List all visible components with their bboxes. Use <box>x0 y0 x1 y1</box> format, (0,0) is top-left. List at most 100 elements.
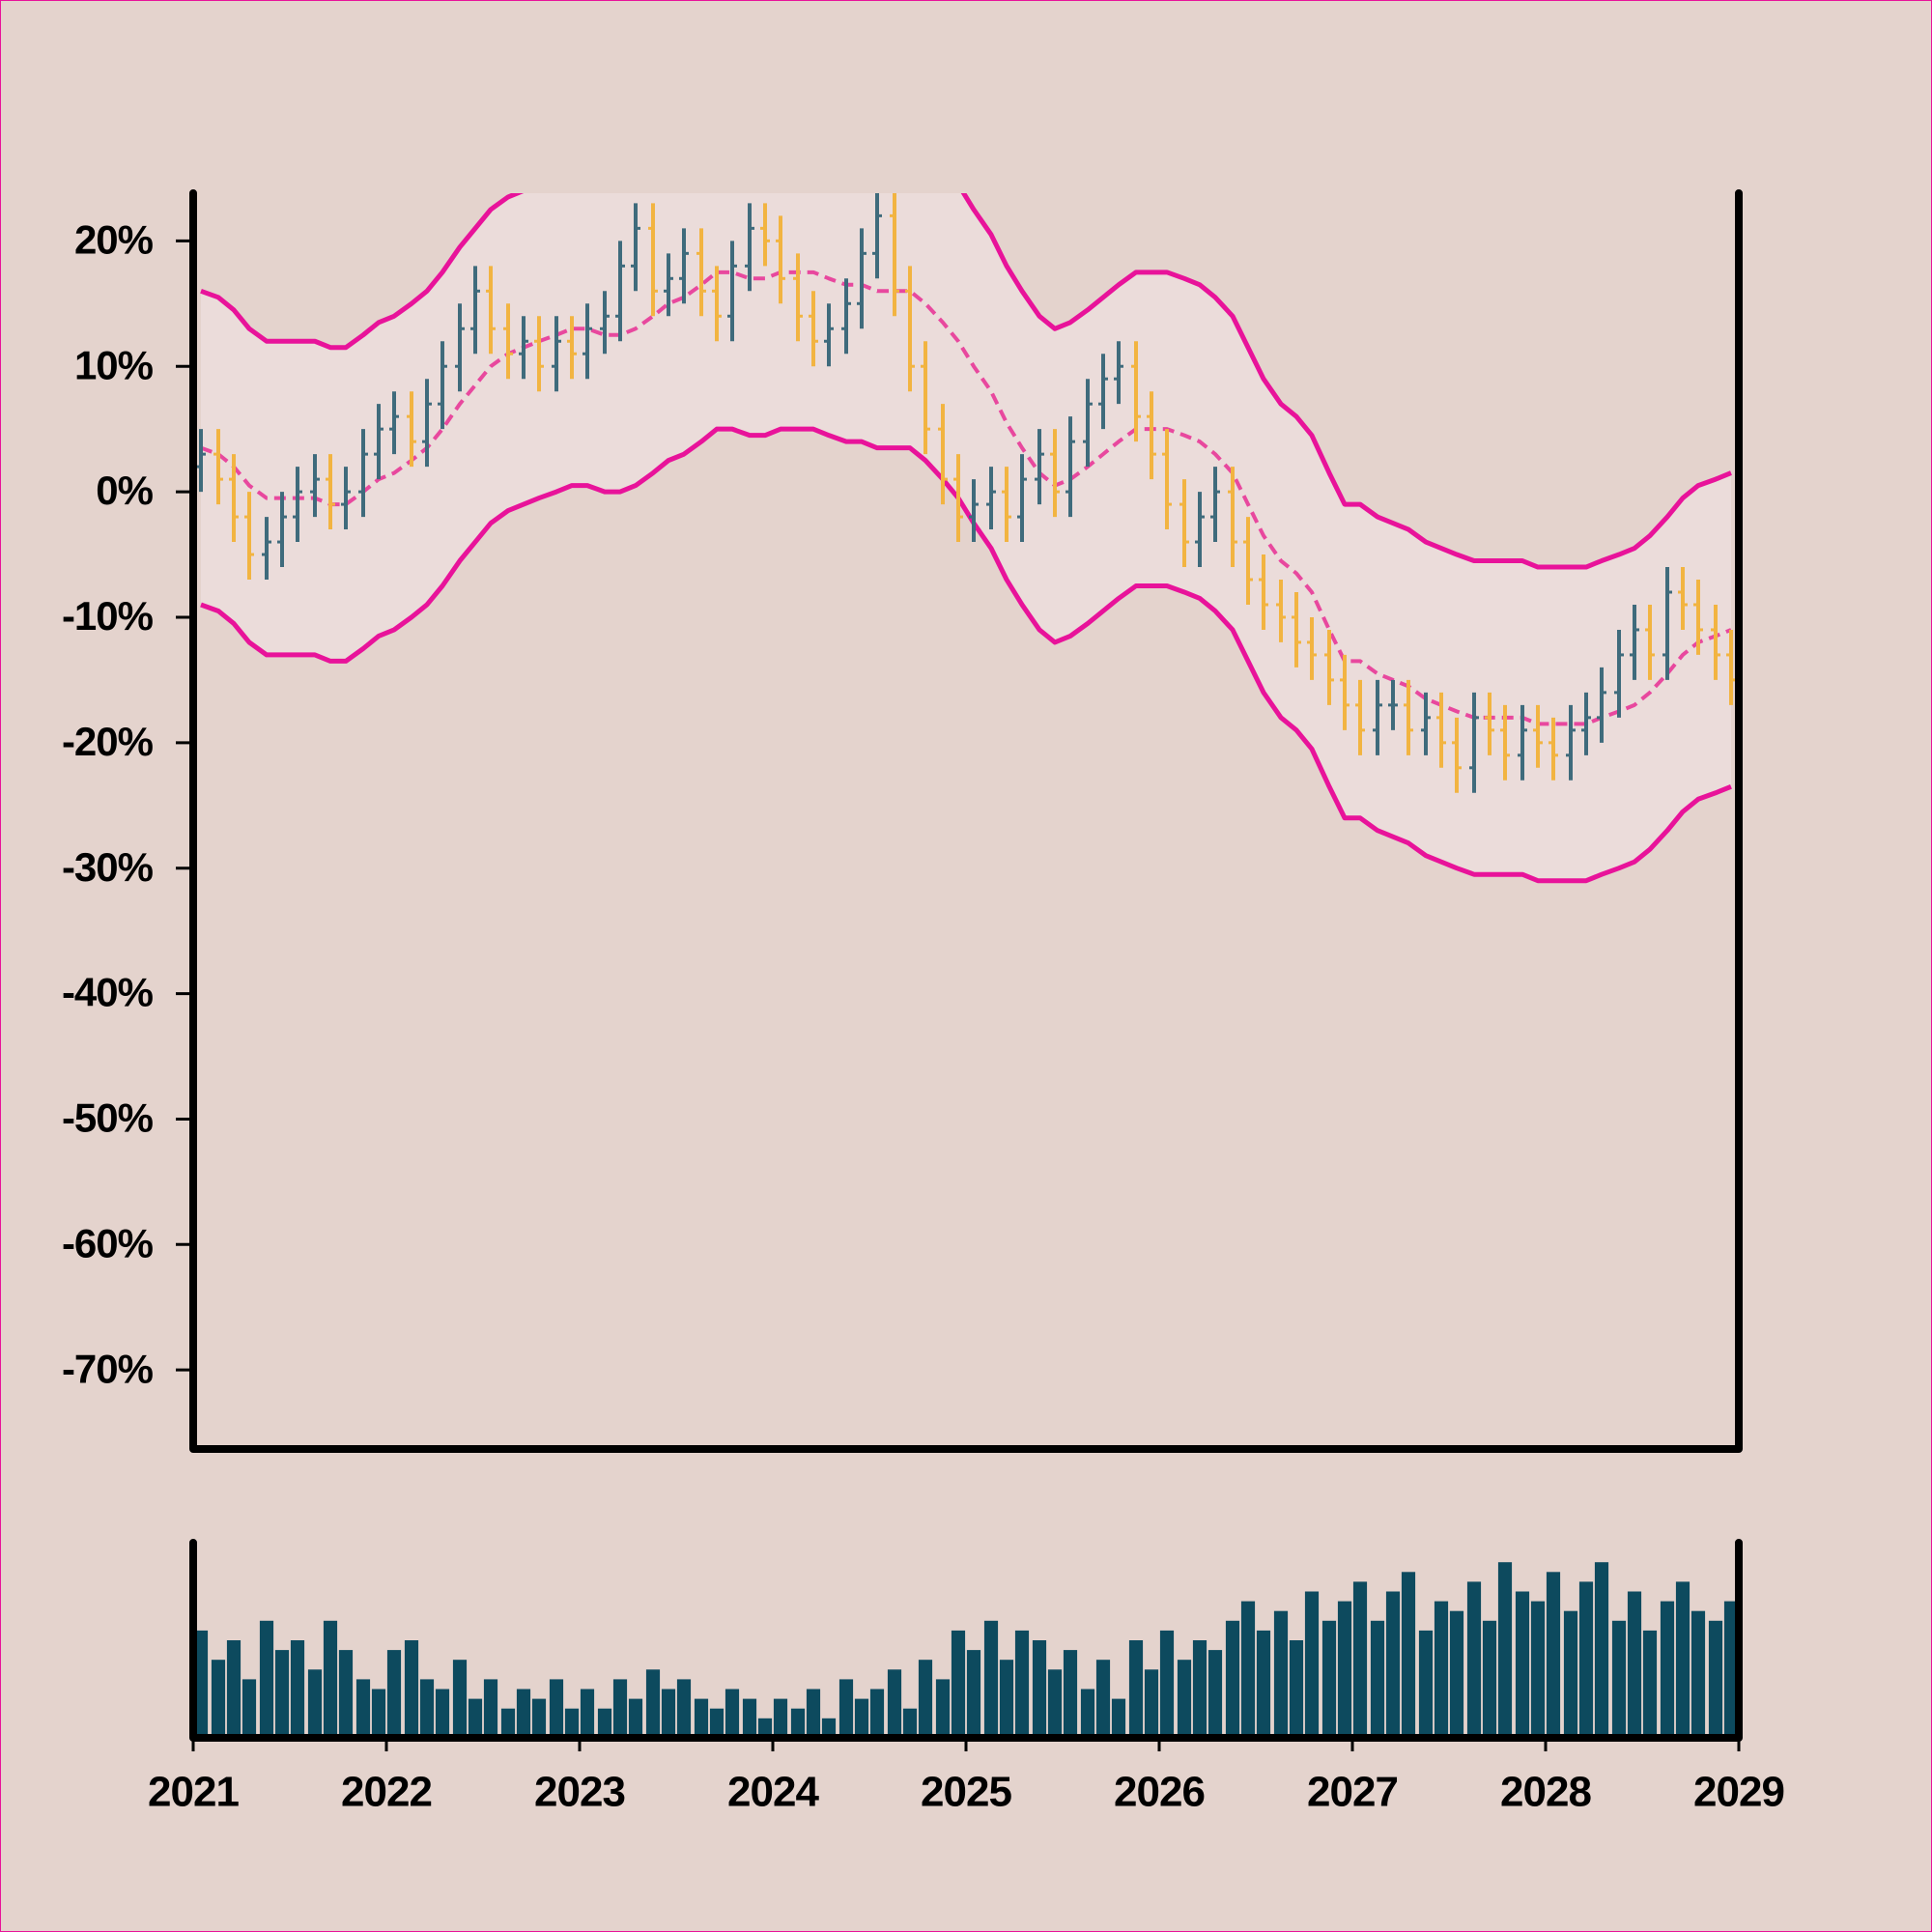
volume-bar <box>1063 1650 1078 1738</box>
volume-bar <box>724 1689 740 1738</box>
volume-bar <box>211 1660 226 1738</box>
x-tick-label: 2027 <box>1307 1769 1398 1816</box>
volume-bar <box>1723 1601 1739 1738</box>
volume-bar <box>419 1679 435 1738</box>
volume-bar <box>757 1718 773 1738</box>
x-tick-label: 2025 <box>921 1769 1011 1816</box>
volume-bar <box>1240 1601 1256 1738</box>
y-tick-label: 10% <box>74 342 154 387</box>
volume-bar <box>404 1640 419 1738</box>
volume-bar <box>869 1689 885 1738</box>
volume-bar <box>1690 1610 1706 1738</box>
volume-bar <box>193 1630 209 1738</box>
y-tick-label: -10% <box>62 593 154 639</box>
x-tick-label: 2024 <box>727 1769 819 1816</box>
volume-bar <box>1497 1562 1513 1738</box>
volume-bar <box>1708 1620 1723 1738</box>
volume-bar <box>1208 1650 1223 1738</box>
volume-bar <box>500 1708 516 1738</box>
volume-bar <box>1337 1601 1352 1738</box>
volume-bar <box>435 1689 450 1738</box>
volume-bar <box>821 1718 837 1738</box>
volume-bar <box>694 1698 709 1738</box>
volume-bar <box>1111 1698 1126 1738</box>
volume-bar <box>1401 1572 1416 1738</box>
volume-bar <box>612 1679 628 1738</box>
volume-bar <box>1352 1581 1368 1738</box>
x-tick-label: 2026 <box>1114 1769 1205 1816</box>
volume-bar <box>1578 1581 1594 1738</box>
y-tick-label: -30% <box>62 844 154 890</box>
band-fill <box>201 193 1731 881</box>
volume-bar <box>1660 1601 1675 1738</box>
plot-area <box>196 193 1736 884</box>
volume-bar <box>1095 1660 1111 1738</box>
volume-bar <box>259 1620 274 1738</box>
x-tick-label: 2022 <box>341 1769 432 1816</box>
volume-bar <box>1611 1620 1627 1738</box>
volume-bar <box>1192 1640 1208 1738</box>
x-tick-label: 2029 <box>1693 1769 1784 1816</box>
volume-bar <box>838 1679 854 1738</box>
volume-bar <box>1449 1610 1464 1738</box>
volume-bar <box>338 1650 354 1738</box>
volume-bar <box>709 1708 724 1738</box>
volume-spines <box>189 1539 1743 1742</box>
main-spines <box>189 189 1743 1453</box>
volume-bar <box>806 1689 821 1738</box>
y-tick-label: 20% <box>74 216 154 262</box>
volume-bar <box>1370 1620 1385 1738</box>
volume-bar <box>1563 1610 1578 1738</box>
volume-bar <box>645 1669 661 1738</box>
volume-bar <box>1321 1620 1337 1738</box>
volume-bar <box>1159 1630 1175 1738</box>
volume-bar <box>918 1660 933 1738</box>
volume-bar <box>1434 1601 1449 1738</box>
volume-bar <box>274 1650 290 1738</box>
volume-bar <box>1530 1601 1546 1738</box>
volume-bar <box>1177 1660 1192 1738</box>
volume-bar <box>226 1640 242 1738</box>
volume-bar <box>307 1669 323 1738</box>
x-tick-label: 2028 <box>1500 1769 1591 1816</box>
y-tick-label: -70% <box>62 1346 154 1391</box>
y-tick-label: -20% <box>62 719 154 764</box>
volume-bar <box>1466 1581 1482 1738</box>
volume-bar <box>323 1620 338 1738</box>
volume-bar <box>966 1650 981 1738</box>
upper-band <box>200 193 1732 570</box>
volume-bar <box>1675 1581 1690 1738</box>
volume-bar <box>1385 1591 1401 1738</box>
volume-bar <box>242 1679 257 1738</box>
volume-bar <box>386 1650 402 1738</box>
volume-bar <box>983 1620 999 1738</box>
volume-bar <box>1594 1562 1609 1738</box>
volume-bar <box>1289 1640 1304 1738</box>
volume-bar <box>483 1679 498 1738</box>
volume-bar <box>516 1689 531 1738</box>
volume-bar <box>1642 1630 1658 1738</box>
volume-bar <box>1144 1669 1159 1738</box>
axes: 20% 10% 0% -10% -20% -30% -40% -50% -60% -70% 2021… <box>62 189 1785 1816</box>
volume-bar <box>1128 1640 1144 1738</box>
volume-bar <box>1515 1591 1530 1738</box>
volume-bar <box>790 1708 806 1738</box>
volume-bar <box>999 1660 1014 1738</box>
volume-bar <box>1273 1610 1289 1738</box>
volume-bar <box>1546 1572 1561 1738</box>
volume-bar <box>597 1708 612 1738</box>
lower-band <box>200 426 1732 884</box>
volume-bar <box>564 1708 580 1738</box>
x-tick-label: 2023 <box>534 1769 625 1816</box>
volume-bar <box>1304 1591 1320 1738</box>
volume-bar <box>468 1698 483 1738</box>
volume-bar <box>531 1698 547 1738</box>
volume-bar <box>290 1640 305 1738</box>
volume-bar <box>355 1679 371 1738</box>
y-tick-label: -60% <box>62 1220 154 1265</box>
volume-bar <box>1256 1630 1271 1738</box>
volume-bar <box>676 1679 692 1738</box>
volume-bar <box>1080 1689 1095 1738</box>
volume-bar <box>371 1689 386 1738</box>
volume-bar <box>935 1679 951 1738</box>
